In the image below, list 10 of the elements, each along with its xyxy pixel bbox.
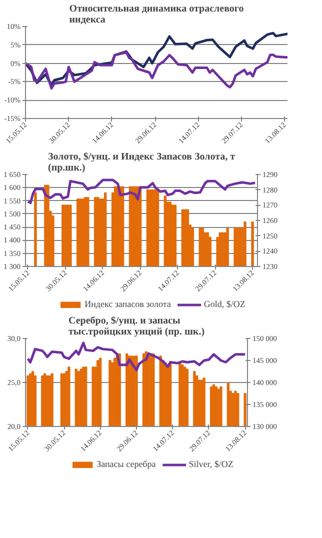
line-series: [26, 342, 246, 372]
chart-title: Относительная динамика отраслевого индекса: [69, 4, 244, 26]
line-series: [26, 178, 256, 204]
legend-label: Запасы серебра: [96, 459, 156, 469]
legend-label: Gold, $/OZ: [204, 299, 246, 309]
chart-title: Серебро, $/унц. и запасы тыс.тройцких унций (пр. шк.): [68, 316, 205, 338]
legend-label: Индекс запасов золота: [84, 299, 171, 309]
line-series: [26, 51, 288, 90]
chart-title: Золото, $/унц. и Индекс Запасов Золота, т (пр.шк.): [48, 152, 236, 174]
legend-label: Silver, $/OZ: [188, 459, 234, 469]
